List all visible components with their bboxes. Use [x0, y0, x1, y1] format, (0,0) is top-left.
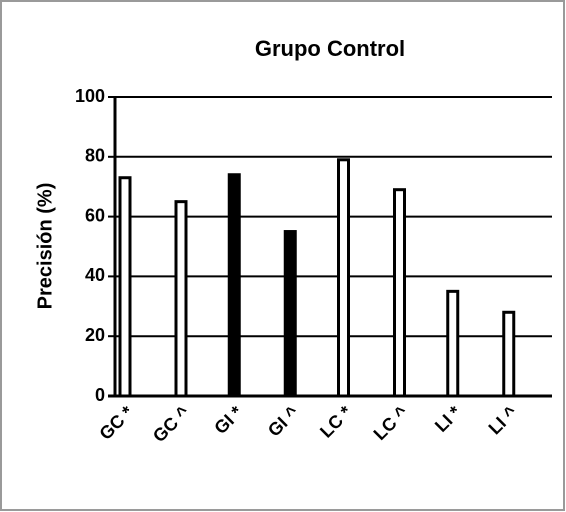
bar [446, 289, 460, 398]
bar [118, 176, 132, 398]
chart-title: Grupo Control [255, 36, 405, 61]
bar [283, 230, 297, 398]
bar [227, 173, 241, 398]
y-tick-label: 80 [85, 146, 105, 166]
y-tick-label: 60 [85, 205, 105, 225]
bar [337, 158, 350, 398]
y-tick-label: 0 [95, 385, 105, 405]
y-tick-label: 100 [75, 86, 105, 106]
y-tick-label: 20 [85, 325, 105, 345]
bar [393, 188, 406, 398]
y-axis-label: Precisión (%) [34, 183, 56, 310]
bar [502, 310, 516, 398]
y-tick-label: 40 [85, 265, 105, 285]
bar [174, 200, 188, 398]
